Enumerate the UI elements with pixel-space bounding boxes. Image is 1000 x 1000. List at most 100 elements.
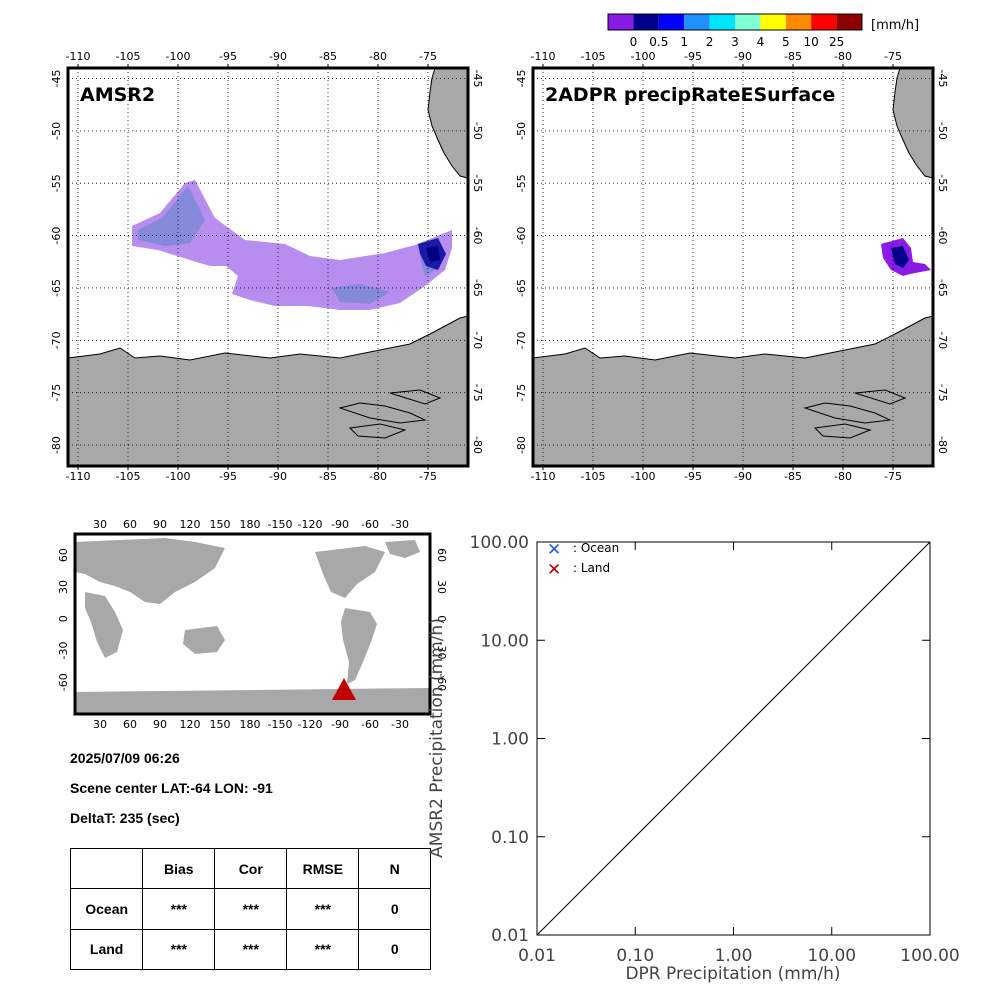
colorbar-swatch <box>836 14 862 30</box>
stats-cell: *** <box>286 888 360 930</box>
lon-tick-label: -110 <box>66 470 91 483</box>
colorbar-tick-label: 1 <box>680 35 688 49</box>
amsr2-map-panel: -110 -110 -105 -105 -100 -100 -95 -95 -90 -90 -85 -… <box>50 50 484 483</box>
lon-tick-label: -95 <box>219 470 237 483</box>
y-tick-label: 100.00 <box>470 533 529 553</box>
lat-tick-label: -55 <box>515 174 528 192</box>
legend-land-marker: ✕ <box>547 560 561 580</box>
lat-tick-label: -55 <box>50 174 63 192</box>
stats-header-cell <box>69 847 144 890</box>
south-america-land <box>427 68 468 179</box>
y-tick-label: 0.10 <box>491 828 529 848</box>
world-lon-tick: 120 <box>180 718 201 731</box>
lon-tick-label: -110 <box>531 50 556 63</box>
stats-cell: 0 <box>358 888 431 930</box>
world-lon-tick: -30 <box>391 718 409 731</box>
lon-tick-label: -75 <box>419 470 437 483</box>
scatter-plot: 0.01 0.10 1.00 10.00 100.00 0.01 0.10 1.00 10.00… <box>427 533 960 984</box>
lon-tick-label: -110 <box>66 50 91 63</box>
lat-tick-label: -75 <box>471 384 484 402</box>
map-frame <box>66 66 470 468</box>
lon-tick-label: -75 <box>884 470 902 483</box>
legend-ocean-label: : Ocean <box>573 541 619 555</box>
colorbar-tick-label: 10 <box>804 35 819 49</box>
colorbar-swatch <box>684 14 710 30</box>
world-lon-tick: 180 <box>240 718 261 731</box>
colorbar-tick-label: 4 <box>757 35 765 49</box>
lat-tick-label: -65 <box>515 279 528 297</box>
lat-tick-label: -80 <box>936 436 949 454</box>
lon-tick-label: -105 <box>581 50 606 63</box>
lon-tick-label: -105 <box>581 470 606 483</box>
lat-tick-label: -75 <box>936 384 949 402</box>
lon-tick-label: -90 <box>734 470 752 483</box>
world-continents <box>75 538 430 714</box>
lat-tick-label: -65 <box>936 279 949 297</box>
world-lon-tick: -150 <box>268 718 293 731</box>
lon-tick-label: -105 <box>116 470 141 483</box>
lat-tick-label: -60 <box>50 227 63 245</box>
lon-tick-label: -75 <box>419 50 437 63</box>
amsr2-heavy-core <box>426 246 440 262</box>
lon-tick-label: -85 <box>319 470 337 483</box>
lat-tick-label: -45 <box>471 69 484 87</box>
x-tick-label: 0.01 <box>518 946 556 966</box>
ice-shelf-outline <box>803 389 907 439</box>
lon-tick-label: -90 <box>734 50 752 63</box>
lon-tick-label: -105 <box>116 50 141 63</box>
world-locator-map: 30 30 60 60 90 90 120 120 150 150 180 180 -150 -150 -1… <box>57 518 448 731</box>
world-lat-tick: 60 <box>435 548 448 562</box>
lat-tick-label: -45 <box>936 69 949 87</box>
scene-datetime: 2025/07/09 06:26 <box>70 750 180 766</box>
stats-cell: *** <box>214 928 288 971</box>
stats-header-cell: Bias <box>142 847 216 890</box>
lat-tick-label: -65 <box>50 279 63 297</box>
lon-tick-label: -100 <box>631 470 656 483</box>
stats-header-row: Bias Cor RMSE N <box>69 847 431 890</box>
lon-tick-label: -110 <box>531 470 556 483</box>
lon-tick-label: -80 <box>834 50 852 63</box>
lat-tick-label: -80 <box>50 436 63 454</box>
y-tick-label: 10.00 <box>480 631 529 651</box>
lon-tick-label: -100 <box>631 50 656 63</box>
world-lat-tick: 60 <box>57 548 70 562</box>
colorbar-tick-label: 3 <box>731 35 739 49</box>
y-tick-label: 0.01 <box>491 926 529 946</box>
stats-header-cell: RMSE <box>286 847 360 890</box>
lat-tick-label: -50 <box>936 122 949 140</box>
lat-tick-label: -45 <box>50 69 63 87</box>
legend-ocean-marker: ✕ <box>547 540 561 560</box>
x-tick-label: 100.00 <box>900 946 959 966</box>
world-lon-tick: 60 <box>123 718 137 731</box>
lat-tick-label: -70 <box>936 331 949 349</box>
south-america-land <box>892 68 933 179</box>
lat-tick-label: -50 <box>471 122 484 140</box>
x-axis-label: DPR Precipitation (mm/h) <box>625 964 840 984</box>
legend-land-label: : Land <box>573 561 610 575</box>
lat-tick-label: -80 <box>515 436 528 454</box>
world-lat-tick: 30 <box>435 580 448 594</box>
colorbar-tick-label: 0.5 <box>649 35 668 49</box>
colorbar-tick-label: 2 <box>706 35 714 49</box>
lon-tick-label: -100 <box>166 50 191 63</box>
one-to-one-line <box>536 541 931 936</box>
delta-t: DeltaT: 235 (sec) <box>70 810 180 826</box>
stats-cell: Ocean <box>69 888 144 930</box>
lon-tick-label: -95 <box>219 50 237 63</box>
lon-tick-label: -75 <box>884 50 902 63</box>
scene-center: Scene center LAT:-64 LON: -91 <box>70 780 273 796</box>
lon-tick-label: -95 <box>684 470 702 483</box>
lon-tick-label: -90 <box>269 50 287 63</box>
lat-tick-label: -50 <box>50 122 63 140</box>
world-lon-tick: 180 <box>240 518 261 531</box>
world-lon-tick: 120 <box>180 518 201 531</box>
colorbar: 0 0.5 1 2 3 4 5 10 25 [mm/h] <box>607 13 919 49</box>
world-lat-tick: 30 <box>57 580 70 594</box>
stats-cell: *** <box>286 928 360 971</box>
y-axis-label: AMSR2 Precipitation (mm/h) <box>427 618 447 858</box>
colorbar-swatch <box>608 14 634 30</box>
lon-tick-label: -85 <box>319 50 337 63</box>
stats-header-cell: N <box>358 847 431 890</box>
dpr-heavy-core <box>891 246 909 268</box>
lat-tick-label: -70 <box>471 331 484 349</box>
